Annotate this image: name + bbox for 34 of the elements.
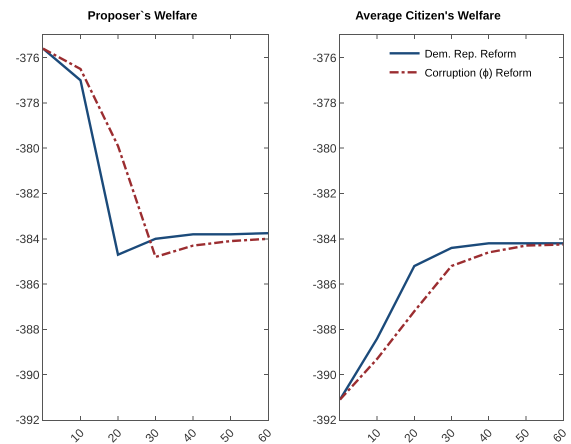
legend-label: Dem. Rep. Reform: [424, 48, 516, 61]
legend-label: Corruption (ϕ) Reform: [424, 68, 532, 80]
x-tick-label: 60: [255, 426, 275, 444]
y-tick-label: -392: [16, 413, 40, 428]
x-tick-label: 60: [550, 426, 570, 444]
y-tick-label: -386: [16, 277, 40, 292]
y-tick-label: -380: [16, 141, 40, 156]
x-tick-label: 50: [218, 426, 238, 444]
y-tick-label: -380: [312, 141, 337, 156]
y-tick-label: -384: [312, 232, 337, 246]
x-tick-label: 20: [105, 426, 125, 444]
y-tick-label: -376: [312, 50, 337, 65]
y-tick-label: -384: [16, 232, 40, 246]
y-tick-label: -392: [312, 413, 337, 428]
x-tick-label: 30: [438, 426, 458, 444]
x-tick-label: 20: [401, 426, 421, 444]
x-tick-label: 10: [364, 426, 384, 444]
y-tick-label: -386: [312, 277, 337, 292]
y-tick-label: -388: [312, 322, 337, 337]
y-tick-label: -382: [312, 186, 337, 201]
y-tick-label: -382: [16, 186, 40, 201]
x-tick-label: 40: [180, 426, 200, 444]
x-tick-label: 30: [142, 426, 162, 444]
y-tick-label: -390: [312, 368, 337, 382]
y-tick-label: -378: [16, 96, 40, 110]
y-tick-label: -390: [16, 368, 40, 382]
y-tick-label: -388: [16, 322, 40, 337]
chart-title: Average Citizen's Welfare: [355, 8, 502, 22]
y-tick-label: -376: [16, 50, 40, 65]
chart-title: Proposer`s Welfare: [88, 8, 198, 22]
x-tick-label: 50: [512, 426, 532, 444]
x-tick-label: 10: [68, 426, 88, 444]
x-tick-label: 40: [476, 426, 496, 444]
y-tick-label: -378: [312, 96, 337, 110]
